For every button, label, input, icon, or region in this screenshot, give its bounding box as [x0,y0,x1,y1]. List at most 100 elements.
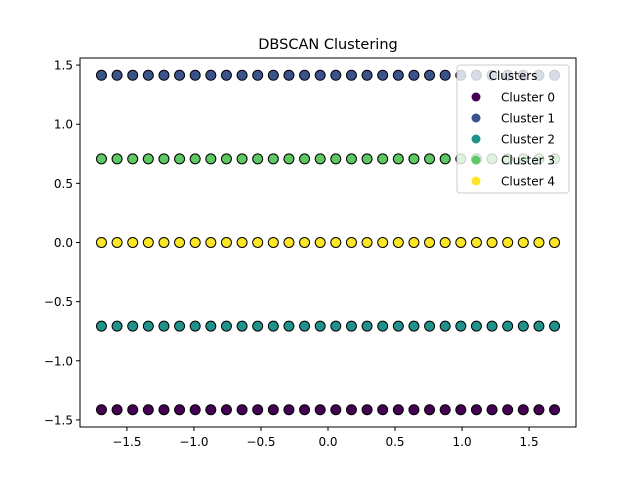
data-point [111,404,123,416]
data-point [158,69,170,81]
data-point [283,69,295,81]
data-point [142,153,154,165]
data-point [549,404,561,416]
data-point [267,153,279,165]
data-point [283,404,295,416]
data-point [95,69,107,81]
data-point [95,237,107,248]
legend: Clusters Cluster 0 Cluster 1 Cluster 2 Clust… [456,64,570,194]
data-point [299,320,311,332]
series-4 [95,237,561,248]
data-point [408,69,420,81]
data-point [502,237,514,248]
data-point [377,320,389,332]
data-point [127,404,139,416]
data-point [470,320,482,332]
data-point [330,153,342,165]
data-point [299,153,311,165]
data-point [377,153,389,165]
data-point [345,69,357,81]
data-point [189,404,201,416]
data-point [95,320,107,332]
data-point [377,237,389,248]
data-point [236,153,248,165]
data-point [205,404,217,416]
data-point [314,237,326,248]
data-point [502,320,514,332]
data-point [455,404,467,416]
x-axis: −1.5 −1.0 −0.5 0.0 0.5 1.0 1.5 [112,427,539,449]
data-point [361,237,373,248]
data-point [158,237,170,248]
y-tick-label: 0.5 [54,177,73,191]
data-point [283,153,295,165]
data-point [220,320,232,332]
data-point [174,237,186,248]
data-point [502,404,514,416]
data-point [205,237,217,248]
data-point [252,69,264,81]
legend-marker [471,92,481,102]
series-2 [95,320,561,332]
data-point [95,153,107,165]
data-point [189,69,201,81]
data-point [424,237,436,248]
y-tick-label: 1.5 [54,59,73,73]
data-point [486,320,498,332]
data-point [127,69,139,81]
y-tick-label: 0.0 [54,236,73,250]
data-point [361,404,373,416]
data-point [330,237,342,248]
data-point [517,320,529,332]
y-tick-label: −0.5 [44,295,73,309]
data-point [174,320,186,332]
data-point [408,153,420,165]
data-point [252,404,264,416]
data-point [424,320,436,332]
data-point [267,237,279,248]
legend-marker [471,155,481,165]
legend-title: Clusters [489,69,538,83]
data-point [142,320,154,332]
data-point [517,404,529,416]
data-point [424,404,436,416]
data-point [95,404,107,416]
data-point [549,320,561,332]
data-point [330,69,342,81]
x-tick-label: −1.5 [112,435,141,449]
data-point [158,153,170,165]
data-point [533,404,545,416]
data-point [205,153,217,165]
data-point [345,404,357,416]
data-point [314,69,326,81]
data-point [533,237,545,248]
data-point [189,153,201,165]
legend-label: Cluster 1 [501,112,555,126]
data-point [439,404,451,416]
data-point [299,69,311,81]
y-tick-label: 1.0 [54,118,73,132]
x-tick-label: −1.0 [179,435,208,449]
data-point [220,153,232,165]
data-point [517,237,529,248]
data-point [299,404,311,416]
x-tick-label: −0.5 [246,435,275,449]
data-point [470,237,482,248]
data-point [377,69,389,81]
legend-marker [471,113,481,123]
data-point [345,320,357,332]
x-tick-label: 0.0 [318,435,337,449]
data-point [424,69,436,81]
data-point [267,404,279,416]
data-point [455,237,467,248]
y-axis: −1.5 −1.0 −0.5 0.0 0.5 1.0 1.5 [44,59,80,427]
data-point [408,404,420,416]
y-tick-label: −1.0 [44,354,73,368]
legend-label: Cluster 2 [501,133,555,147]
data-point [236,69,248,81]
data-point [392,69,404,81]
data-point [205,69,217,81]
data-point [392,320,404,332]
data-point [236,404,248,416]
